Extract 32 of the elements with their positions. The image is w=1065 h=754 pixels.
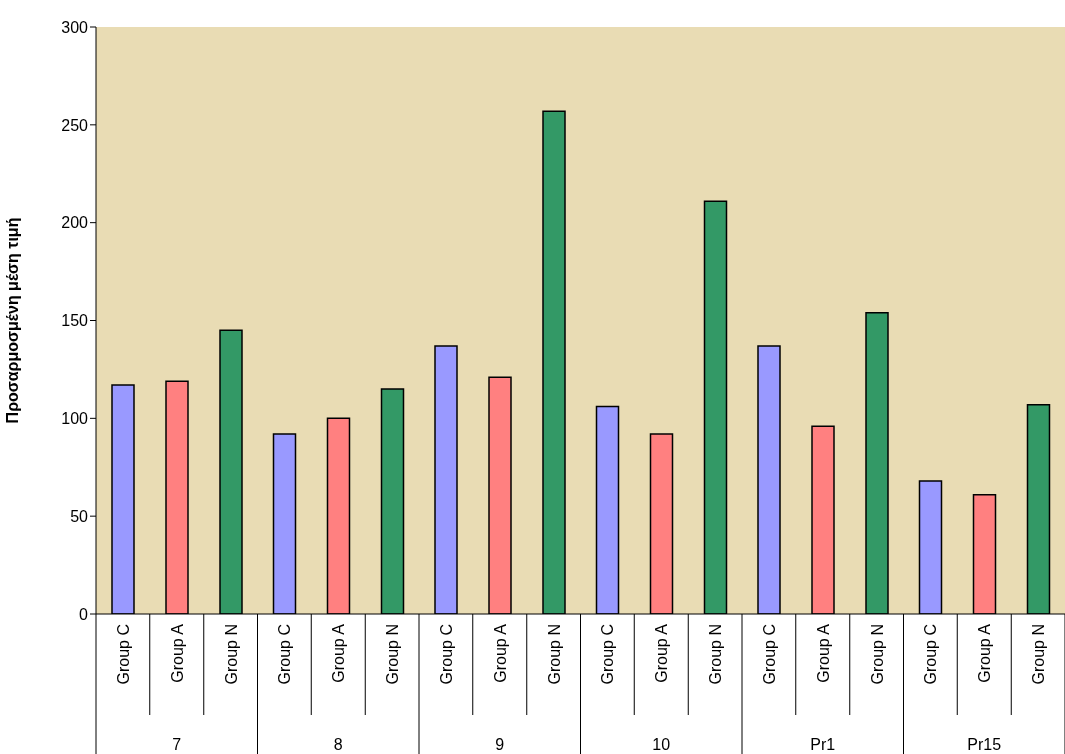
x-tick-label: 8 (333, 736, 343, 753)
x-tick-label: Pr1 (810, 736, 836, 753)
text: Group A (168, 623, 186, 683)
text: Group C (760, 624, 778, 685)
text: Group C (437, 624, 455, 685)
text: Group C (276, 624, 294, 685)
y-tick-label: 300 (61, 18, 89, 36)
y-tick-label: 100 (61, 410, 89, 428)
x-tick-label: 9 (495, 736, 505, 753)
x-tick-label: Pr15 (967, 736, 1002, 753)
y-tick-label: 250 (61, 116, 89, 134)
y-tick-label: 200 (61, 214, 89, 232)
x-tick-label: 7 (172, 736, 182, 753)
text: Group C (114, 624, 132, 685)
y-axis-title: Προσαρμοσμένη μέση τιμή (3, 217, 21, 424)
text: Group A (330, 624, 348, 683)
text: Group A (814, 624, 832, 683)
text: Group C (599, 624, 617, 685)
text: Group A (976, 624, 994, 683)
y-tick-label: 50 (70, 507, 89, 525)
y-tick-label: 150 (61, 312, 89, 330)
text: Group N (707, 624, 725, 685)
text: Group A (653, 624, 671, 683)
x-tick-label: 10 (652, 736, 671, 753)
text: Group N (868, 624, 886, 685)
text: Group C (922, 624, 940, 685)
text: Group N (384, 624, 402, 685)
text: Group A (491, 624, 509, 683)
y-tick-label: 0 (79, 605, 89, 623)
text: Group N (1030, 624, 1048, 685)
text: Group N (222, 624, 240, 685)
text: Group N (545, 624, 563, 685)
